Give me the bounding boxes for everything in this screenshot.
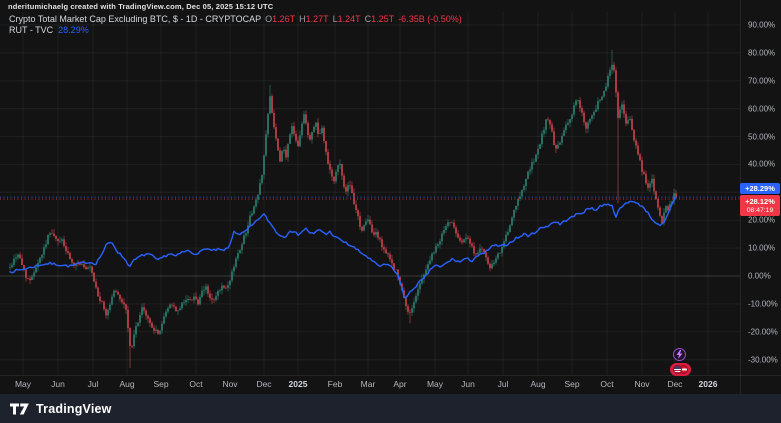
us-flag-icon: [673, 365, 682, 374]
close-value: 1.25T: [371, 14, 395, 24]
price-axis-tick: -30.00%: [748, 355, 778, 365]
bar-countdown-text: 08:47:19: [746, 206, 774, 214]
time-axis-tick: Nov: [222, 379, 238, 389]
lightning-icon: [676, 350, 683, 359]
low-value: 1.24T: [337, 14, 361, 24]
open-value: 1.26T: [272, 14, 296, 24]
compare-price-text: +28.29%: [745, 184, 775, 193]
price-axis-tick: 70.00%: [748, 76, 776, 86]
time-axis-tick: Feb: [327, 379, 343, 389]
time-axis-tick: Jun: [461, 379, 475, 389]
time-axis-tick: Sep: [153, 379, 169, 389]
time-axis-tick: Oct: [189, 379, 203, 389]
price-axis-tick: -20.00%: [748, 327, 778, 337]
timeline-flash-event-badge[interactable]: [673, 348, 686, 361]
price-axis-tick: 10.00%: [748, 243, 776, 253]
time-axis-tick: Aug: [530, 379, 546, 389]
time-axis-tick: May: [14, 379, 32, 389]
change-value: -6.35B (-0.50%): [398, 14, 462, 24]
timeline-events-flags-badge[interactable]: [670, 363, 691, 376]
time-axis-tick: Apr: [393, 379, 407, 389]
time-axis-tick: Dec: [667, 379, 683, 389]
time-axis-separator: [0, 375, 781, 376]
low-label: L: [332, 14, 338, 24]
price-axis-tick: 80.00%: [748, 48, 776, 58]
time-axis-tick: 2026: [698, 379, 718, 389]
price-axis-tick: 50.00%: [748, 132, 776, 141]
legend-compare-series-row[interactable]: RUT - TVC 28.29%: [9, 25, 462, 36]
time-axis-tick: Sep: [564, 379, 580, 389]
high-value: 1.27T: [305, 14, 329, 24]
time-axis[interactable]: May Jun Jul Aug Sep Oct Nov Dec 2025 Feb Mar Apr May…: [0, 375, 781, 394]
compare-price-label: +28.29%: [740, 183, 780, 194]
time-axis-tick: Dec: [256, 379, 272, 389]
time-axis-tick: Jul: [87, 379, 99, 389]
price-axis-tick: 60.00%: [748, 104, 776, 114]
price-axis-tick: 40.00%: [748, 159, 776, 169]
price-axis[interactable]: 90.00% 80.00% 70.00% 60.00% 50.00% 40.00% 20.0…: [740, 0, 781, 394]
time-axis-tick: Nov: [634, 379, 650, 389]
legend-main-series-row[interactable]: Crypto Total Market Cap Excluding BTC, $…: [9, 14, 462, 25]
chart-plot-area[interactable]: [0, 12, 740, 375]
attribution-text: nderitumichaelg created with TradingView…: [8, 2, 274, 11]
footer-bar: TradingView: [0, 394, 781, 423]
time-axis-tick: Jul: [497, 379, 509, 389]
main-series-title: Crypto Total Market Cap Excluding BTC, $…: [9, 14, 262, 24]
time-axis-tick: May: [426, 379, 444, 389]
brand-name[interactable]: TradingView: [36, 401, 112, 416]
attribution-bar: nderitumichaelg created with TradingView…: [8, 1, 273, 12]
price-axis-tick: -10.00%: [748, 299, 778, 309]
price-axis-tick: 20.00%: [748, 215, 776, 225]
main-price-label: +28.12% 08:47:19: [740, 195, 780, 216]
price-axis-tick: 0.00%: [748, 271, 771, 281]
chart-legend: Crypto Total Market Cap Excluding BTC, $…: [9, 14, 462, 36]
time-axis-tick: Aug: [119, 379, 135, 389]
time-axis-tick: 2025: [288, 379, 308, 389]
time-axis-tick: Oct: [600, 379, 614, 389]
compare-symbol: RUT - TVC: [9, 25, 54, 35]
time-axis-tick: Mar: [360, 379, 376, 389]
open-label: O: [265, 14, 273, 24]
close-label: C: [364, 14, 372, 24]
tradingview-logo-icon[interactable]: [10, 402, 29, 416]
main-price-text: +28.12%: [745, 196, 775, 206]
price-axis-tick: 90.00%: [748, 20, 776, 30]
time-axis-tick: Jun: [51, 379, 65, 389]
high-label: H: [299, 14, 306, 24]
compare-change-value: 28.29%: [58, 25, 89, 35]
